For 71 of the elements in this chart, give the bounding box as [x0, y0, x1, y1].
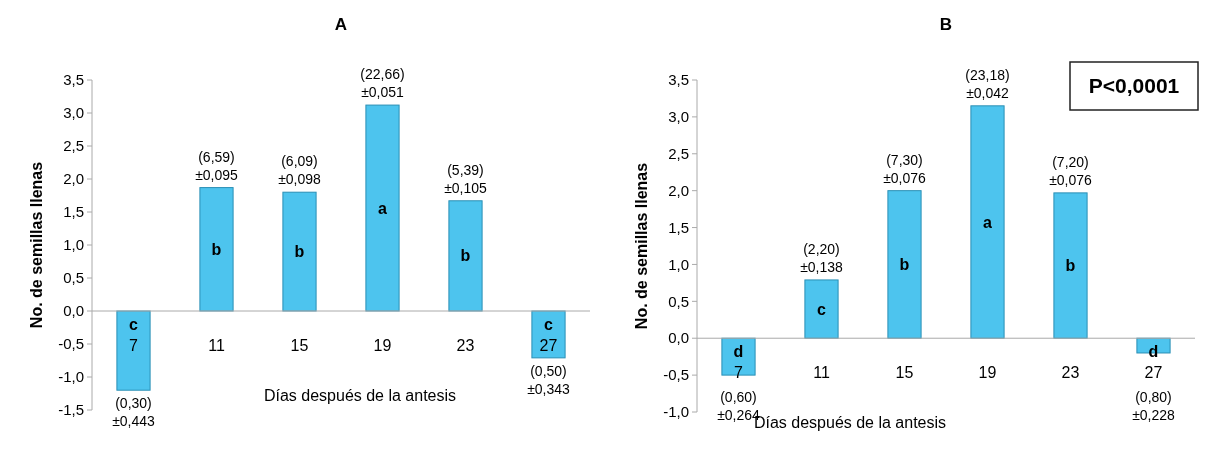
y-axis-title: No. de semillas llenas	[28, 161, 45, 329]
annotation: (7,20) ±0,076	[1049, 153, 1093, 188]
annotation: (5,39) ±0,105	[444, 161, 488, 196]
annotation: b	[211, 240, 222, 258]
x-tick-label: 23	[456, 337, 475, 354]
y-axis-title: No. de semillas llenas	[633, 162, 650, 330]
annotation: b	[1065, 257, 1076, 275]
annotation: d	[733, 342, 744, 360]
y-tick-label: 0,5	[63, 269, 84, 287]
bar	[282, 191, 317, 312]
y-tick-label: 2,0	[63, 170, 84, 188]
x-tick-label: 15	[290, 337, 309, 354]
y-tick-label: 1,5	[668, 218, 689, 236]
annotation: a	[983, 213, 993, 231]
y-tick-label: 0,0	[668, 329, 689, 347]
y-tick-label: 0,5	[668, 292, 689, 310]
y-tick-label: 2,5	[668, 145, 689, 163]
annotation: b	[460, 247, 471, 265]
y-tick-label: 3,5	[63, 71, 84, 89]
bar	[970, 105, 1005, 339]
annotation: c	[817, 300, 827, 318]
bar	[365, 104, 400, 312]
y-tick-label: -1,0	[663, 403, 689, 421]
annotation: (0,50) ±0,343	[527, 362, 571, 397]
y-tick-label: 3,0	[63, 104, 84, 122]
bar	[531, 310, 566, 359]
bar	[804, 279, 839, 339]
x-tick-label: 15	[895, 364, 914, 382]
annotation: (0,30) ±0,443	[112, 395, 156, 430]
x-tick-label: 27	[1144, 364, 1163, 382]
annotation: (6,09) ±0,098	[278, 153, 322, 188]
annotation: (2,20) ±0,138	[800, 240, 844, 275]
annotation: b	[899, 256, 910, 274]
annotation: (22,66) ±0,051	[360, 66, 405, 101]
x-tick-label: 23	[1061, 364, 1080, 382]
x-tick-label: 11	[208, 337, 225, 354]
annotation: c	[544, 315, 554, 333]
x-tick-label: 19	[978, 364, 997, 382]
bar	[448, 200, 483, 312]
chart-title: B	[939, 15, 953, 34]
y-tick-label: 1,5	[63, 203, 84, 221]
bar	[199, 187, 234, 312]
y-tick-label: -0,5	[58, 335, 84, 353]
bar	[887, 190, 922, 339]
y-tick-label: 1,0	[63, 236, 84, 254]
bar	[116, 310, 151, 391]
x-tick-label: 7	[129, 337, 139, 354]
annotation: (23,18) ±0,042	[965, 66, 1010, 101]
annotation: c	[129, 315, 139, 333]
x-tick-label: 11	[813, 364, 830, 382]
y-tick-label: 2,0	[668, 181, 689, 199]
annotation: (6,59) ±0,095	[195, 148, 239, 183]
annotation: b	[294, 243, 305, 261]
y-tick-label: -1,5	[58, 401, 84, 419]
y-tick-label: 0,0	[63, 302, 84, 320]
bar	[721, 337, 756, 376]
y-tick-label: 1,0	[668, 255, 689, 273]
x-tick-label: 19	[373, 337, 392, 354]
annotation: a	[378, 199, 388, 217]
y-tick-label: 3,5	[668, 71, 689, 89]
bar	[1053, 192, 1088, 339]
x-tick-label: 27	[539, 337, 558, 354]
y-tick-label: -0,5	[663, 366, 689, 384]
y-tick-label: 3,0	[668, 108, 689, 126]
chart-title: A	[334, 15, 348, 34]
annotation: P<0,0001	[1088, 74, 1180, 98]
x-axis-title: Días después de la antesis	[263, 387, 457, 404]
annotation: (7,30) ±0,076	[883, 151, 927, 186]
y-tick-label: 2,5	[63, 137, 84, 155]
annotation: (0,80) ±0,228	[1132, 389, 1176, 424]
y-tick-label: -1,0	[58, 368, 84, 386]
